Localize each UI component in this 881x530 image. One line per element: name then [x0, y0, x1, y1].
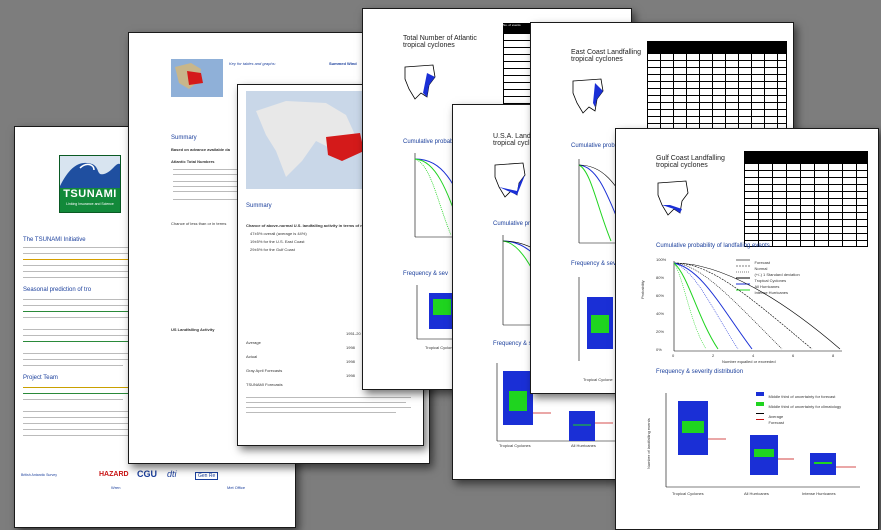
- tsunami-logo: TSUNAMI Linking Insurance and Science: [59, 155, 121, 213]
- summed-label: Summed Wind: [329, 61, 357, 66]
- x-tick: 6: [792, 353, 795, 358]
- stat-row: Actual 1998: [246, 345, 355, 359]
- key-label: Key for tables and graphs:: [229, 61, 276, 66]
- cumulative-label: Cumulative pro: [493, 221, 534, 227]
- stat-row: Average 1951-20: [246, 331, 361, 345]
- page-title: East Coast Landfalling tropical cyclones: [571, 49, 642, 63]
- world-map-icon: [246, 91, 376, 189]
- sponsor-logo: CGU: [137, 469, 157, 479]
- wave-logo-icon: [60, 156, 120, 188]
- logo-title: TSUNAMI: [63, 188, 117, 200]
- freq-y-label: Number of landfalling events: [646, 418, 651, 469]
- y-axis-label: Probability: [640, 280, 645, 299]
- x-tick: 2: [712, 353, 715, 358]
- initiative-heading: The TSUNAMI Initiative: [23, 237, 86, 243]
- y-tick: 100%: [656, 257, 667, 262]
- summary-intro: Based on advance available da: [171, 147, 230, 152]
- sponsor-logo: Wren: [111, 485, 121, 490]
- summary-heading: Summary: [171, 135, 197, 141]
- sponsor-logo: dti: [167, 469, 177, 479]
- x-tick: 0: [672, 353, 675, 358]
- x-axis-label: Tropical Cyclone: [425, 345, 455, 350]
- bullet-item: 29±5% for the Gulf Coast: [250, 247, 295, 252]
- sponsor-logos: British Antarctic Survey HAZARD CGU dti …: [21, 467, 291, 497]
- title-line: Gulf Coast Landfalling: [656, 155, 725, 162]
- frequency-label: Frequency & sev: [403, 271, 449, 277]
- sponsor-logo: HAZARD: [99, 471, 129, 478]
- seasonal-heading: Seasonal prediction of tro: [23, 287, 92, 293]
- frequency-chart: [416, 285, 487, 340]
- y-tick: 20%: [656, 329, 665, 334]
- sponsor-logo: Met Office: [227, 485, 246, 490]
- atlantic-label: Atlantic Total Numbers: [171, 159, 215, 164]
- frequency-label: Frequency & sev: [571, 261, 617, 267]
- cumulative-heading: Cumulative probability of landfalling ev…: [656, 243, 770, 249]
- legend-item: All Hurricanes: [736, 283, 780, 289]
- chance-label: Chance of less than or in terms: [171, 221, 227, 226]
- y-tick: 0%: [656, 347, 662, 352]
- us-map-icon: [494, 162, 526, 198]
- sponsor-logo: Gen Re: [195, 472, 219, 480]
- sponsor-logo: British Antarctic Survey: [21, 473, 57, 477]
- x-tick: 8: [832, 353, 835, 358]
- legend-item: (+/-) 1 Standard deviation: [736, 271, 800, 277]
- bullet-item: 47±5% overall (average is 44%): [250, 231, 307, 236]
- x-axis-label: Tropical Cyclone: [583, 377, 613, 382]
- legend-item: Tropical Cyclones: [736, 277, 787, 283]
- frequency-chart: [578, 277, 613, 361]
- bullet-item: 19±5% for the U.S. East Coast: [250, 239, 305, 244]
- category-label: Tropical Cyclones: [499, 443, 531, 448]
- category-label: All Hurricanes: [744, 491, 769, 496]
- x-axis-label: Number equalled or exceeded: [722, 359, 776, 364]
- legend-item: Average: [756, 405, 783, 423]
- summary-heading: Summary: [246, 203, 272, 209]
- us-map-icon: [572, 78, 604, 114]
- cumulative-chart: [673, 261, 842, 352]
- frequency-chart: [665, 393, 860, 488]
- frequency-label: Frequency & se: [493, 341, 536, 347]
- us-landfalling-label: US Landfalling Activity: [171, 327, 215, 332]
- y-tick: 40%: [656, 311, 665, 316]
- frequency-chart: [496, 363, 617, 442]
- cumulative-label: Cumulative probab: [571, 143, 622, 149]
- logo-subtitle: Linking Insurance and Science: [66, 202, 114, 206]
- frequency-heading: Frequency & severity distribution: [656, 369, 744, 375]
- team-heading: Project Team: [23, 375, 58, 381]
- chance-text: Chance of above-normal U.S. landfalling …: [246, 223, 381, 228]
- document-page-gulf-coast[interactable]: Gulf Coast Landfalling tropical cyclones…: [615, 128, 879, 530]
- legend-item: Middle third of uncertainty for forecast: [756, 385, 835, 403]
- legend-item: Middle third of uncertainty for climatol…: [756, 395, 841, 413]
- title-line: tropical cyclones: [656, 162, 708, 169]
- legend-item: Forecast: [736, 259, 771, 265]
- category-label: Tropical Cyclones: [672, 491, 704, 496]
- page-title: U.S.A. Landfall tropical cyclo: [493, 133, 540, 147]
- legend-item: Forecast: [756, 411, 784, 429]
- cumulative-label: Cumulative probab: [403, 139, 454, 145]
- map-icon: [171, 59, 223, 97]
- gulf-data-table: [744, 151, 868, 247]
- x-tick: 4: [752, 353, 755, 358]
- category-label: Intense Hurricanes: [802, 491, 836, 496]
- us-map-icon: [657, 180, 689, 216]
- stat-row: Gray April Forecasts 1998: [246, 359, 355, 373]
- y-tick: 80%: [656, 275, 665, 280]
- stat-row: TSUNAMI Forecasts 1998: [246, 373, 355, 387]
- category-label: All Hurricanes: [571, 443, 596, 448]
- page-title: Total Number of Atlantic tropical cyclon…: [403, 35, 477, 49]
- y-tick: 60%: [656, 293, 665, 298]
- legend-item: Normal: [736, 265, 768, 271]
- us-map-icon: [404, 64, 436, 100]
- page-title: Gulf Coast Landfalling tropical cyclones: [656, 155, 725, 169]
